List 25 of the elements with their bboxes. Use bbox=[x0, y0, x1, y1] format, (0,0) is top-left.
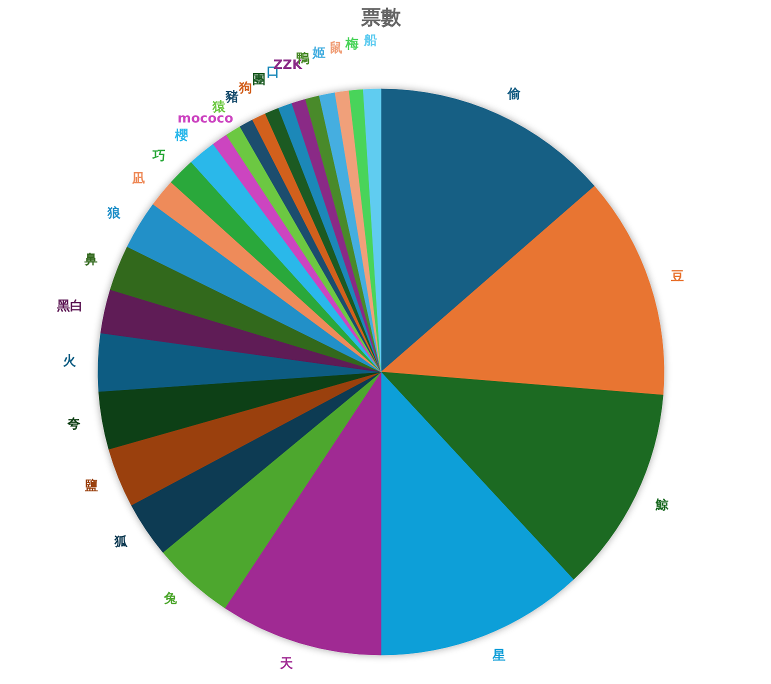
slice-label: 巧 bbox=[151, 148, 166, 164]
slice-label: 櫻 bbox=[174, 128, 190, 144]
slice-label: 黑白 bbox=[56, 298, 84, 314]
slice-label: 鼻 bbox=[83, 251, 98, 268]
chart-title: 票數 bbox=[360, 5, 402, 29]
slice-label: 夸 bbox=[66, 416, 82, 432]
slice-label: 凪 bbox=[130, 172, 145, 187]
slice-label: 狼 bbox=[106, 205, 122, 222]
slice-label: 狐 bbox=[114, 534, 129, 550]
slice-label: 船 bbox=[363, 34, 378, 49]
slice-label: 鹽 bbox=[84, 478, 98, 494]
slice-label: 偷 bbox=[506, 86, 522, 102]
slice-label: 星 bbox=[491, 648, 506, 664]
slice-label: 火 bbox=[62, 354, 78, 370]
slice-label: 梅 bbox=[344, 37, 359, 52]
slice-label: 鼠 bbox=[329, 40, 342, 56]
slice-label: 兔 bbox=[163, 591, 178, 606]
slice-label: 團 bbox=[252, 72, 266, 88]
slice-label: 鯨 bbox=[654, 498, 670, 513]
slice-label: 天 bbox=[279, 656, 294, 672]
slice-label: 豬 bbox=[224, 90, 239, 105]
slice-label: 狗 bbox=[238, 80, 252, 96]
slice-label: 姬 bbox=[312, 46, 326, 61]
slice-label: 豆 bbox=[670, 269, 684, 284]
slice-label: 猿 bbox=[211, 100, 226, 115]
